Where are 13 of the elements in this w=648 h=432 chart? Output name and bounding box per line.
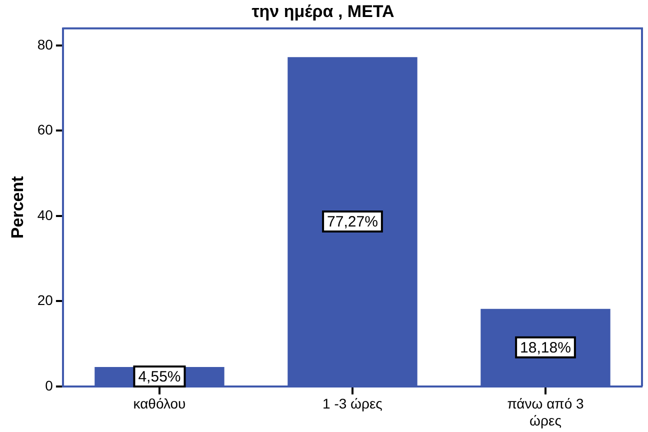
y-tick-label: 20 [37, 292, 54, 308]
y-tick-label: 40 [37, 206, 54, 223]
y-tick-label: 60 [37, 122, 54, 138]
x-tick-label: πάνω από 3 ώρες [507, 396, 584, 428]
y-axis-title: Percent [8, 176, 27, 239]
data-label: 18,18% [520, 340, 571, 357]
x-tick-label: 1 -3 ώρες [322, 396, 383, 412]
x-tick-label: καθόλου [133, 396, 186, 412]
data-label: 77,27% [327, 214, 378, 231]
chart-title: την ημέρα , ΜΕΤΑ [252, 2, 394, 21]
data-label: 4,55% [138, 368, 181, 386]
y-tick-label: 80 [37, 36, 54, 52]
y-tick-label: 0 [45, 377, 54, 394]
